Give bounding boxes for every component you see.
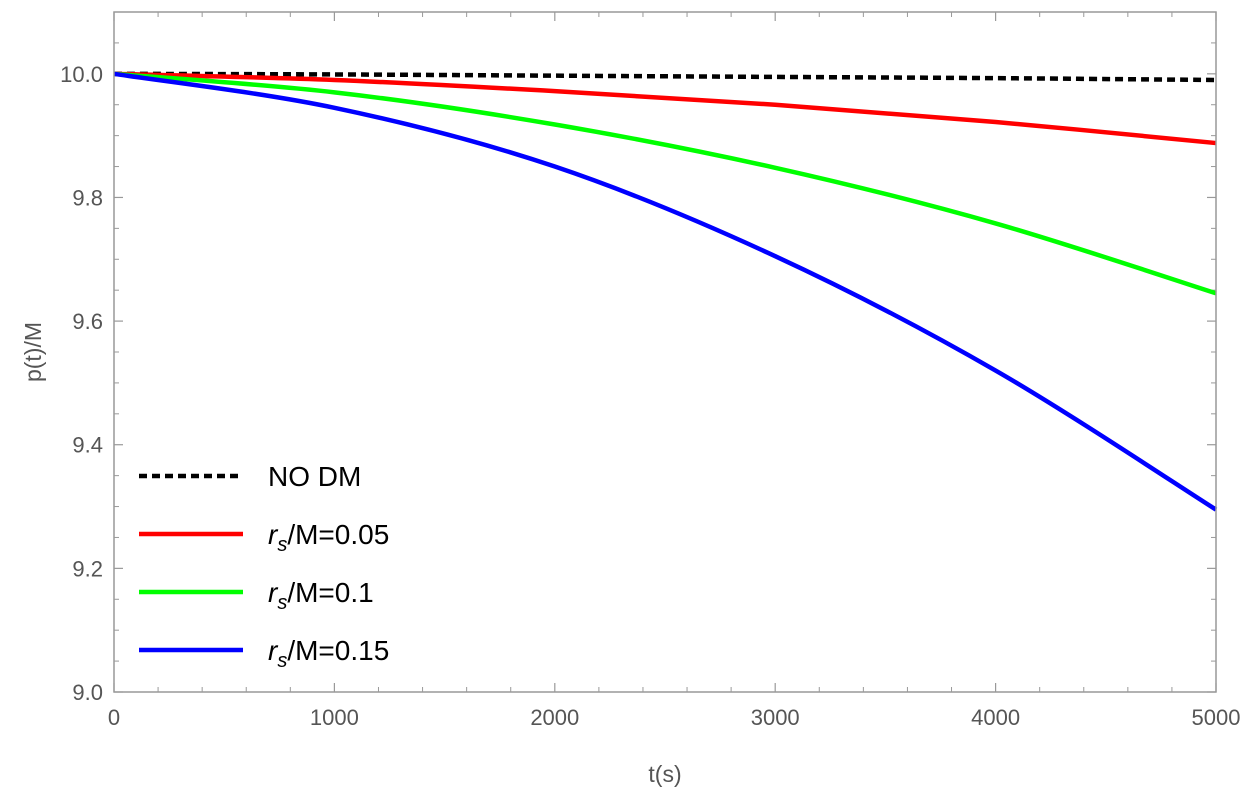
series-line-1 bbox=[113, 71, 1217, 146]
y-axis-label: p(t)/M bbox=[20, 322, 46, 382]
y-tick-label: 9.2 bbox=[72, 556, 103, 581]
legend-label-2: rs/M=0.1 bbox=[268, 577, 374, 614]
x-tick-label: 4000 bbox=[971, 705, 1020, 730]
y-tick-label: 9.0 bbox=[72, 680, 103, 705]
x-tick-label: 1000 bbox=[310, 705, 359, 730]
major-ticks bbox=[113, 12, 1217, 693]
legend-label-sub: s bbox=[277, 592, 287, 614]
legend-label-rest: /M=0.05 bbox=[287, 519, 389, 550]
x-tick-label: 5000 bbox=[1192, 705, 1241, 730]
x-tick-label: 2000 bbox=[530, 705, 579, 730]
tick-labels: 0 1000 2000 3000 4000 5000 9.0 9.2 9.4 9.6 9.8 10.0 bbox=[60, 62, 1240, 730]
legend-label-main: r bbox=[268, 635, 279, 666]
series-line-3 bbox=[113, 71, 1218, 512]
x-axis-label: t(s) bbox=[648, 761, 681, 787]
legend-label-sub: s bbox=[277, 650, 287, 672]
plot-frame bbox=[113, 11, 1217, 693]
legend-label-rest: /M=0.1 bbox=[287, 577, 373, 608]
x-tick-label: 3000 bbox=[751, 705, 800, 730]
x-tick-label: 0 bbox=[108, 705, 120, 730]
y-tick-label: 10.0 bbox=[60, 62, 103, 87]
y-tick-label: 9.6 bbox=[72, 309, 103, 334]
legend-label-1: rs/M=0.05 bbox=[268, 519, 389, 556]
series-layer bbox=[113, 71, 1218, 512]
y-tick-label: 9.4 bbox=[72, 433, 103, 458]
legend-label-0: NO DM bbox=[268, 461, 361, 492]
series-line-2 bbox=[113, 71, 1217, 296]
legend-label-3: rs/M=0.15 bbox=[268, 635, 389, 672]
legend-label-main: r bbox=[268, 519, 279, 550]
legend-label-rest: /M=0.15 bbox=[287, 635, 389, 666]
legend-label-sub: s bbox=[277, 534, 287, 556]
legend-label-main: r bbox=[268, 577, 279, 608]
minor-ticks bbox=[114, 11, 1216, 692]
y-tick-label: 9.8 bbox=[72, 185, 103, 210]
series-line-0 bbox=[113, 71, 1217, 83]
